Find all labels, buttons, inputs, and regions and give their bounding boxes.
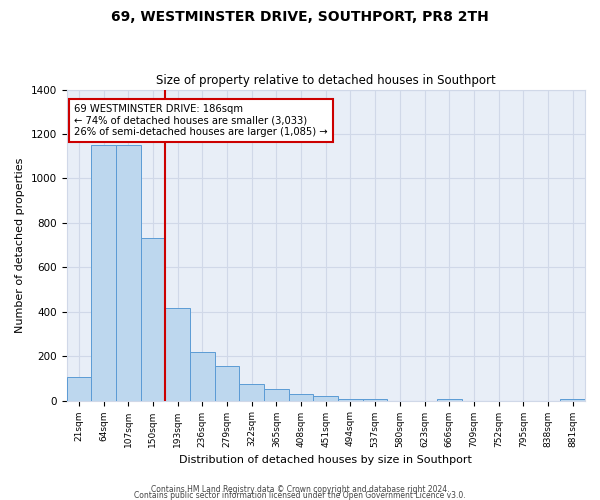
Bar xyxy=(67,377,91,400)
Bar xyxy=(190,352,215,401)
Bar xyxy=(215,366,239,400)
Bar xyxy=(560,399,585,400)
Bar xyxy=(239,384,264,400)
Bar xyxy=(313,396,338,400)
Bar xyxy=(140,238,165,400)
Bar xyxy=(116,145,140,401)
Text: 69, WESTMINSTER DRIVE, SOUTHPORT, PR8 2TH: 69, WESTMINSTER DRIVE, SOUTHPORT, PR8 2T… xyxy=(111,10,489,24)
Bar xyxy=(289,394,313,400)
Bar xyxy=(338,399,363,400)
Bar xyxy=(264,390,289,400)
Bar xyxy=(437,399,461,400)
Bar xyxy=(165,308,190,400)
Bar xyxy=(91,145,116,401)
Text: Contains public sector information licensed under the Open Government Licence v3: Contains public sector information licen… xyxy=(134,491,466,500)
X-axis label: Distribution of detached houses by size in Southport: Distribution of detached houses by size … xyxy=(179,455,472,465)
Title: Size of property relative to detached houses in Southport: Size of property relative to detached ho… xyxy=(156,74,496,87)
Text: Contains HM Land Registry data © Crown copyright and database right 2024.: Contains HM Land Registry data © Crown c… xyxy=(151,485,449,494)
Text: 69 WESTMINSTER DRIVE: 186sqm
← 74% of detached houses are smaller (3,033)
26% of: 69 WESTMINSTER DRIVE: 186sqm ← 74% of de… xyxy=(74,104,328,137)
Y-axis label: Number of detached properties: Number of detached properties xyxy=(15,158,25,333)
Bar xyxy=(363,399,388,400)
